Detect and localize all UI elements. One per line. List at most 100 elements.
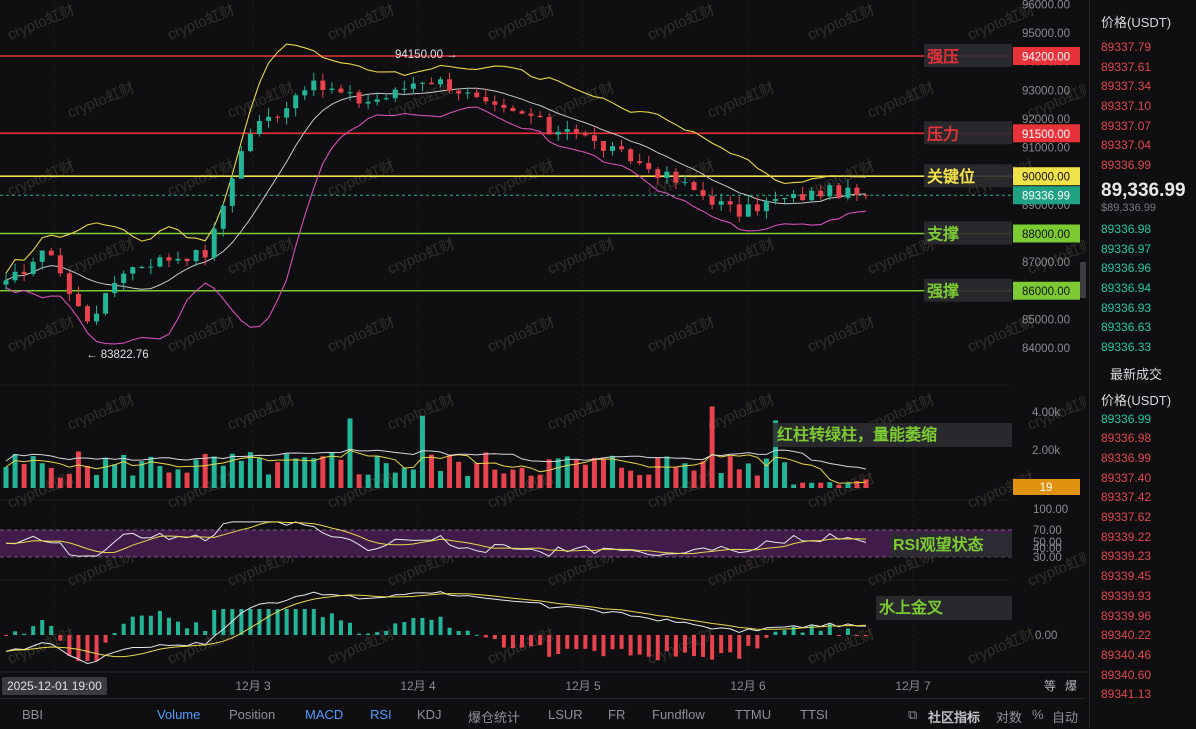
ask-row[interactable]: 89336.99 xyxy=(1101,158,1152,173)
candle-body xyxy=(637,161,643,163)
percent-scale-toggle[interactable]: % xyxy=(1032,707,1044,722)
macd-note: 水上金叉 xyxy=(879,598,944,617)
volume-bar xyxy=(763,458,769,488)
ask-row[interactable]: 89337.61 xyxy=(1101,59,1152,74)
level-price-text: 91500.00 xyxy=(1022,129,1070,141)
candle-body xyxy=(112,283,118,294)
candle xyxy=(238,146,244,180)
macd-hist-bar xyxy=(384,630,389,635)
indicator-tab[interactable]: TTMU xyxy=(735,707,772,722)
volume-bar xyxy=(456,461,462,488)
macd-hist-bar xyxy=(773,631,778,635)
time-axis-tick: 12月 7 xyxy=(895,679,931,693)
indicator-tab[interactable]: RSI xyxy=(370,707,392,722)
candle xyxy=(673,167,679,190)
indicator-tab[interactable]: 爆仓统计 xyxy=(468,710,521,725)
volume-bar xyxy=(474,462,480,488)
volume-bar xyxy=(836,484,842,488)
volume-bar xyxy=(772,420,778,488)
indicator-tab[interactable]: FR xyxy=(608,707,626,722)
candle xyxy=(3,273,9,292)
volume-bar xyxy=(75,451,81,488)
volume-bar xyxy=(610,455,616,488)
volume-bar xyxy=(519,467,525,488)
candle-body xyxy=(510,107,516,112)
macd-hist-bar xyxy=(103,635,108,643)
level-price-tag xyxy=(1013,281,1080,300)
volume-bar xyxy=(410,469,416,488)
volume-bar xyxy=(329,452,335,488)
ask-row[interactable]: 89337.79 xyxy=(1101,40,1152,54)
macd-hist-bar xyxy=(275,609,280,635)
level-name-bg xyxy=(924,221,1012,245)
candle xyxy=(30,257,36,277)
macd-hist-bar xyxy=(320,617,325,635)
indicator-tab[interactable]: Position xyxy=(229,707,276,722)
volume-bar xyxy=(682,463,688,488)
indicator-tab[interactable]: LSUR xyxy=(548,707,583,722)
candle-body xyxy=(438,79,444,85)
chart-area[interactable]: crypto虹财 crypto虹财 crypto虹财 crypto虹财 crypto虹财… xyxy=(0,0,1086,698)
macd-note-bg xyxy=(876,596,1012,620)
volume-bar xyxy=(854,480,860,488)
ask-row[interactable]: 89337.10 xyxy=(1101,99,1152,114)
indicator-tab[interactable]: KDJ xyxy=(417,707,442,722)
candle-body xyxy=(456,90,462,94)
indicator-tab[interactable]: MACD xyxy=(305,707,344,722)
trade-row: 89340.46 xyxy=(1101,647,1152,662)
volume-bar xyxy=(365,474,371,488)
candle-body xyxy=(302,90,308,96)
candle xyxy=(94,305,100,325)
ask-row[interactable]: 89337.04 xyxy=(1101,138,1152,153)
macd-hist-bar xyxy=(438,616,443,635)
volume-bar xyxy=(66,474,72,488)
bid-row[interactable]: 89336.96 xyxy=(1101,261,1152,276)
rsi-ma-line xyxy=(5,521,867,555)
macd-hist-bar xyxy=(692,635,696,657)
volume-bar xyxy=(637,475,643,488)
macd-hist-bar xyxy=(148,615,153,635)
candle xyxy=(148,258,154,275)
scroll-handle[interactable] xyxy=(1080,262,1086,298)
bid-row[interactable]: 89336.97 xyxy=(1101,241,1152,256)
rsi-line xyxy=(5,521,867,557)
candle xyxy=(365,94,371,109)
candle-body xyxy=(356,92,362,104)
macd-hist-bar xyxy=(348,622,352,635)
chart-svg[interactable]: crypto虹财 crypto虹财 crypto虹财 crypto虹财 crypto虹财… xyxy=(0,0,1086,698)
auto-scale-toggle[interactable]: 自动 xyxy=(1052,710,1079,725)
candle xyxy=(582,130,588,137)
macd-hist-bar xyxy=(67,635,72,656)
indicator-tab[interactable]: Volume xyxy=(157,707,201,722)
bid-row[interactable]: 89336.98 xyxy=(1101,221,1152,236)
indicator-settings-icon[interactable]: ⧉ xyxy=(908,707,918,722)
watermark-text: crypto虹财 xyxy=(485,1,557,43)
bid-row[interactable]: 89336.33 xyxy=(1101,339,1152,354)
indicator-tab[interactable]: Fundflow xyxy=(652,707,705,722)
indicator-tab[interactable]: TTSI xyxy=(800,707,829,722)
watermark-text: crypto虹财 xyxy=(5,313,77,355)
candle-body xyxy=(202,250,208,258)
volume-bar xyxy=(184,472,190,488)
macd-hist-bar xyxy=(764,635,769,638)
ask-row[interactable]: 89337.34 xyxy=(1101,79,1152,94)
macd-hist-bar xyxy=(248,609,253,635)
trades-header: 价格(USDT) xyxy=(1101,392,1172,408)
candle xyxy=(591,127,597,149)
bid-row[interactable]: 89336.93 xyxy=(1101,300,1152,315)
community-indicators-button[interactable]: 社区指标 xyxy=(928,710,981,725)
candle-body xyxy=(428,82,434,85)
macd-hist-bar xyxy=(85,635,90,661)
volume-bar xyxy=(727,456,733,488)
bid-row[interactable]: 89336.94 xyxy=(1101,280,1152,295)
watermark-text: crypto虹财 xyxy=(705,391,777,433)
bid-row[interactable]: 89336.63 xyxy=(1101,320,1152,335)
indicator-tab[interactable]: BBI xyxy=(22,707,43,722)
candle-body xyxy=(374,99,380,102)
macd-hist-bar xyxy=(266,609,271,635)
level-name: 压力 xyxy=(927,124,959,143)
volume-bar xyxy=(673,467,679,488)
log-scale-toggle[interactable]: 对数 xyxy=(996,710,1023,725)
ask-row[interactable]: 89337.07 xyxy=(1101,118,1152,133)
candle-body xyxy=(166,257,172,261)
